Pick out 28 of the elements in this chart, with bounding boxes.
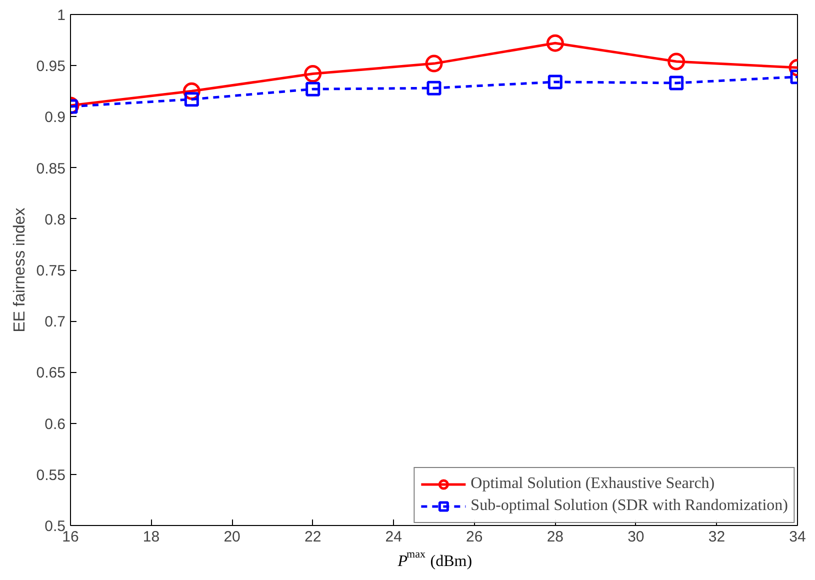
x-tick-label: 20: [224, 528, 240, 546]
point: [548, 74, 562, 90]
y-tick-label: 0.8: [44, 211, 66, 228]
y-tick-label: 0.95: [36, 58, 66, 76]
y-tick-label: 0.7: [44, 314, 66, 331]
x-tick-label: 26: [466, 528, 483, 546]
point: [306, 82, 320, 96]
x-tick-label: 34: [789, 528, 806, 546]
y-tick-label: 0.9: [44, 109, 66, 126]
x-tick-label: 22: [304, 528, 322, 546]
y-tick-label: 1: [57, 7, 66, 24]
x-tick-label: 30: [628, 528, 644, 546]
y-tick-label: 0.85: [36, 160, 66, 178]
point: [546, 34, 564, 52]
point: [426, 80, 442, 96]
y-tick-label: 0.55: [36, 466, 66, 484]
legend-label: Optimal Solution (Exhaustive Search): [470, 475, 715, 493]
y-axis-title: EE fairness index: [11, 208, 28, 332]
point: [304, 65, 322, 83]
y-tick-label: 0.65: [36, 364, 66, 382]
x-tick-label: 32: [708, 528, 726, 546]
point: [425, 54, 443, 72]
x-tick-label: 28: [546, 528, 564, 546]
y-tick-label: 0.75: [36, 262, 66, 280]
x-tick-label: 24: [385, 528, 402, 546]
x-tick-label: 18: [142, 528, 160, 546]
legend-label: Sub-optimal Solution (SDR with Randomization): [470, 497, 788, 515]
y-tick-label: 0.6: [44, 416, 66, 433]
